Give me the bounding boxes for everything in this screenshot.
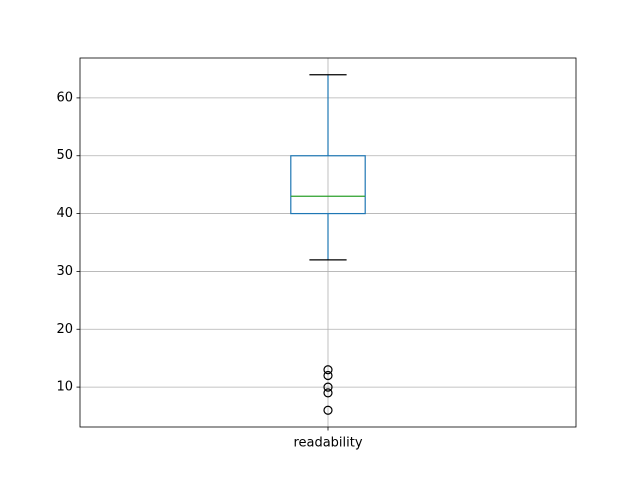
y-tick-label: 10 [56,380,73,395]
outlier [323,388,333,398]
y-tick-label: 50 [56,148,73,163]
y-tick-label: 20 [56,322,73,337]
y-tick-label: 40 [56,206,73,221]
x-tick-label: readability [293,436,362,451]
outlier [323,365,333,375]
outlier [323,382,333,392]
outlier [323,405,333,415]
box [290,155,366,215]
y-tick-label: 30 [56,264,73,279]
y-tick-label: 60 [56,90,73,105]
outlier [323,370,333,381]
plot-frame [79,57,577,428]
